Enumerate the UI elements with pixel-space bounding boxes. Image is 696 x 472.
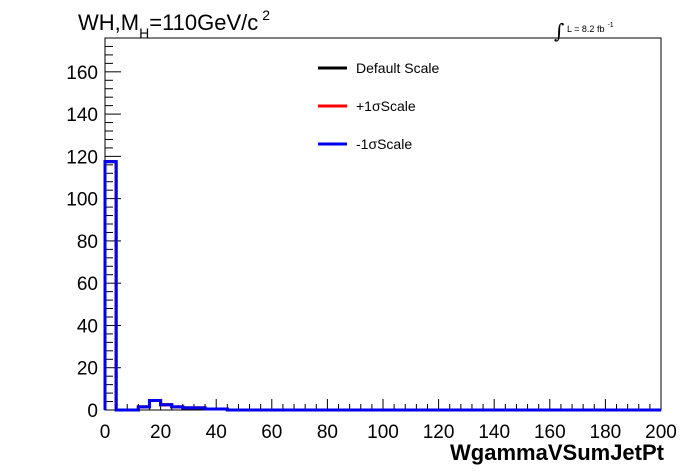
series-line-0 (103, 160, 661, 412)
y-tick-label: 100 (66, 190, 98, 211)
title-suffix: =110GeV/c (149, 10, 258, 35)
legend-label-2: -1σScale (356, 136, 412, 152)
title-prefix: WH,M (78, 10, 139, 35)
title-subscript: H (139, 25, 149, 41)
plot-frame (104, 37, 662, 411)
chart-title: WH,MH=110GeV/c 2 (78, 7, 270, 41)
legend: Default Scale +1σScale -1σScale (318, 60, 439, 152)
x-tick-label: 0 (100, 422, 111, 443)
series-line-2 (103, 160, 661, 412)
y-tick-label: 80 (77, 232, 98, 253)
lumi-text: L = 8.2 fb (567, 24, 604, 34)
x-tick-label: 60 (261, 422, 282, 443)
y-tick-label: 140 (66, 105, 98, 126)
legend-label-0: Default Scale (356, 60, 439, 76)
lumi-integral-symbol: ∫ (554, 19, 564, 43)
x-tick-label: 180 (590, 422, 622, 443)
y-tick-label: 0 (87, 401, 98, 422)
x-tick-label: 20 (150, 422, 171, 443)
y-tick-label: 20 (77, 359, 98, 380)
x-tick-label: 100 (367, 422, 399, 443)
x-tick-label: 40 (206, 422, 227, 443)
title-superscript: 2 (262, 7, 270, 23)
y-tick-label: 120 (66, 147, 98, 168)
axes: 0 20 40 60 80 100 120 140 160 180 200 0 20 40 60 80 100 1… (66, 37, 677, 443)
y-tick-label: 160 (66, 63, 98, 84)
series-group (103, 160, 661, 412)
x-tick-label: 120 (423, 422, 455, 443)
x-tick-label: 200 (645, 422, 677, 443)
x-axis-label: WgammaVSumJetPt (450, 440, 665, 465)
series-line-1 (103, 160, 661, 412)
y-tick-label: 60 (77, 274, 98, 295)
y-tick-label: 40 (77, 316, 98, 337)
lumi-label: L = 8.2 fb -1 (567, 22, 614, 34)
x-tick-label: 160 (534, 422, 566, 443)
x-tick-label: 80 (317, 422, 338, 443)
lumi-superscript: -1 (607, 22, 613, 29)
legend-label-1: +1σScale (356, 98, 416, 114)
x-tick-label: 140 (478, 422, 510, 443)
